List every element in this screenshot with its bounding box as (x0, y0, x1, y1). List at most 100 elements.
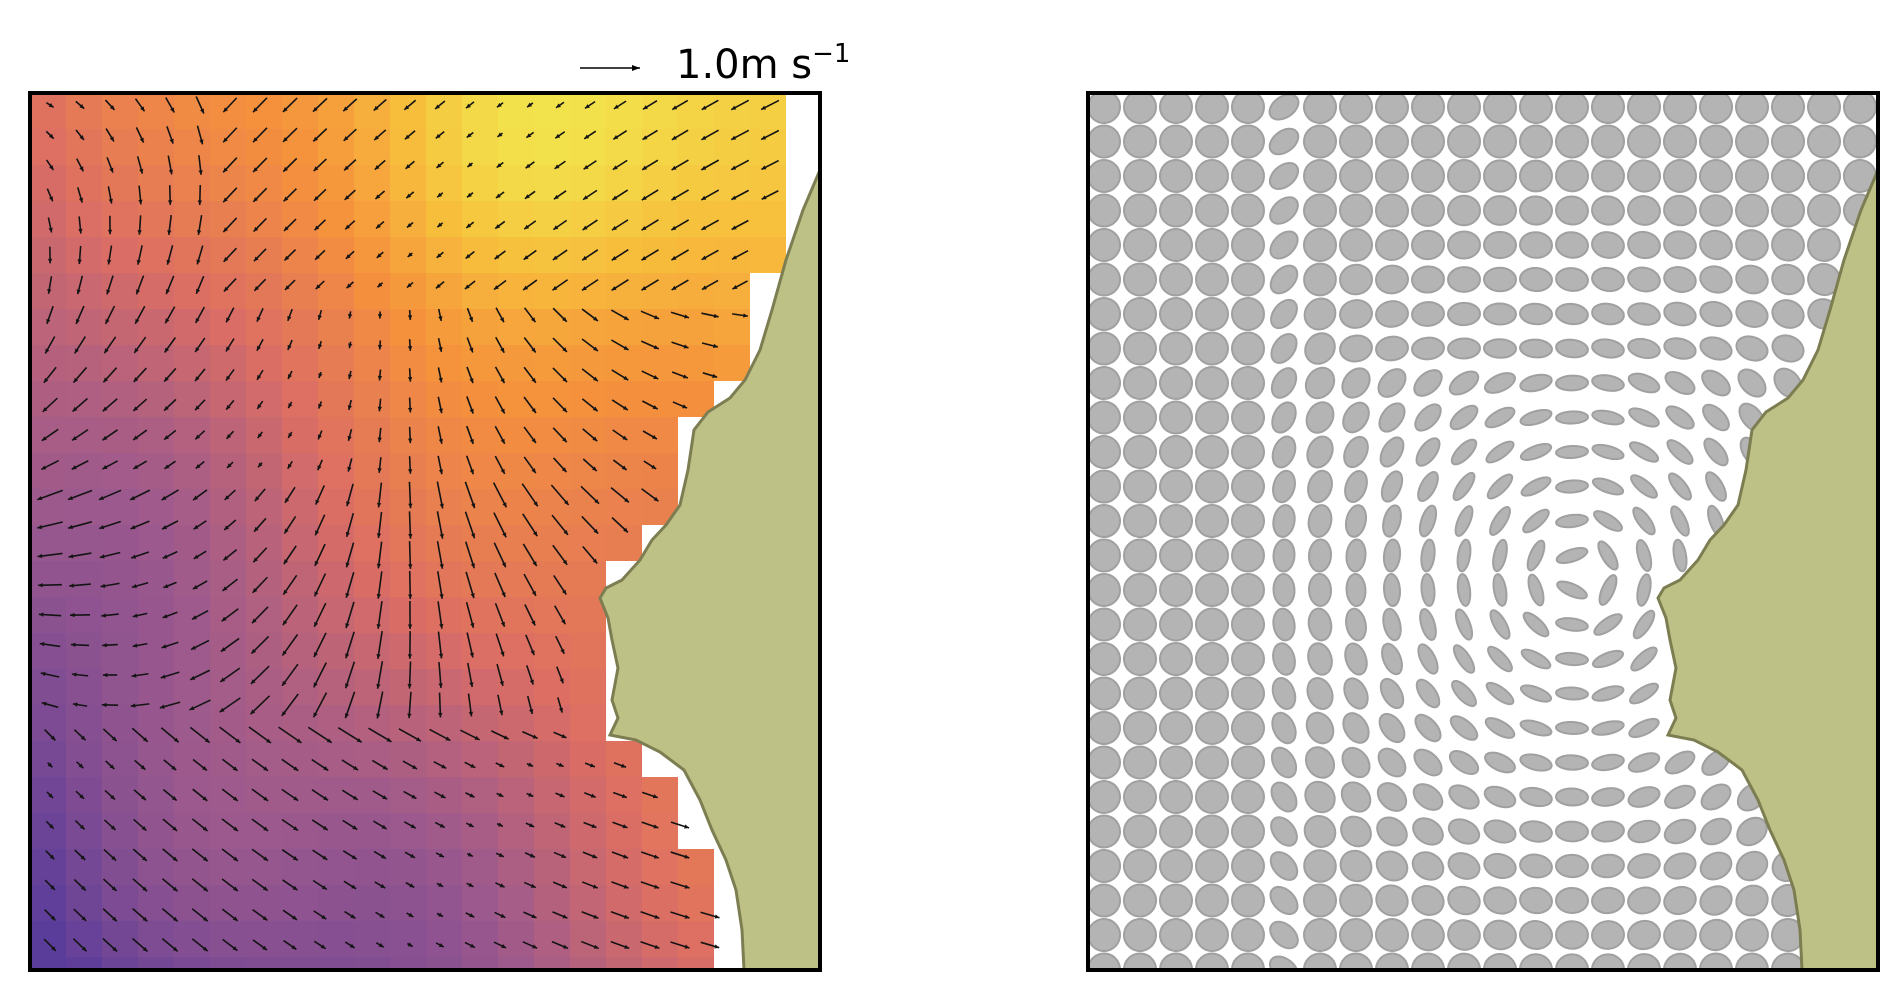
strain-ellipse (1088, 504, 1121, 538)
strain-ellipse (1591, 374, 1625, 392)
heatmap-cell (282, 777, 319, 814)
strain-ellipse (1123, 193, 1157, 228)
strain-ellipse (1303, 815, 1337, 848)
velocity-arrow (313, 910, 327, 920)
strain-ellipse (1123, 573, 1157, 607)
velocity-arrow (343, 128, 357, 142)
strain-ellipse (1195, 642, 1229, 676)
strain-ellipse (1307, 469, 1333, 504)
velocity-arrow (465, 101, 475, 109)
strain-ellipse (1231, 745, 1265, 780)
velocity-arrow (312, 128, 328, 142)
velocity-arrow (192, 580, 208, 590)
strain-ellipse (1452, 471, 1476, 502)
velocity-arrow (582, 458, 598, 472)
strain-ellipse (1088, 711, 1121, 745)
strain-ellipse (1519, 267, 1553, 292)
velocity-arrow (72, 938, 88, 952)
strain-ellipse (1483, 230, 1517, 260)
heatmap-cell (138, 489, 175, 526)
heatmap-cell (570, 705, 607, 742)
velocity-arrow (465, 792, 475, 798)
strain-ellipse (1555, 920, 1589, 950)
velocity-arrow (670, 941, 690, 949)
heatmap-cell (426, 921, 463, 958)
velocity-arrow (641, 370, 659, 380)
velocity-arrow (554, 605, 566, 625)
velocity-arrow (132, 642, 148, 648)
heatmap-cell (102, 813, 139, 850)
velocity-arrow (283, 248, 297, 262)
velocity-arrow (198, 155, 203, 175)
velocity-arrow (377, 427, 382, 443)
heatmap-cell (570, 597, 607, 634)
velocity-arrow (104, 789, 116, 801)
heatmap-cell (462, 525, 499, 562)
heatmap-cell (30, 849, 67, 886)
mask-cell (786, 93, 820, 129)
strain-ellipse (1195, 711, 1229, 745)
velocity-arrow (167, 215, 173, 235)
velocity-arrow (68, 552, 92, 559)
velocity-arrow (438, 692, 443, 718)
heatmap-cell (750, 237, 787, 274)
velocity-arrow (287, 460, 293, 470)
heatmap-cell (534, 417, 571, 454)
strain-ellipse (1269, 196, 1299, 225)
heatmap-cell (30, 525, 67, 562)
heatmap-cell (246, 345, 283, 382)
strain-ellipse (1519, 338, 1553, 359)
strain-ellipse (1771, 193, 1805, 228)
strain-ellipse (1629, 682, 1659, 705)
strain-ellipse (1379, 677, 1405, 710)
heatmap-cell (498, 777, 535, 814)
velocity-arrow (582, 851, 598, 859)
velocity-arrow (731, 219, 749, 231)
heatmap-cell (462, 885, 499, 922)
velocity-arrow (281, 849, 299, 861)
strain-ellipse (1272, 607, 1296, 642)
strain-ellipses (1088, 93, 1877, 970)
velocity-arrow (67, 489, 93, 501)
heatmap-cell (498, 741, 535, 778)
strain-ellipse (1663, 885, 1697, 916)
velocity-arrow (611, 399, 629, 411)
strain-ellipse (1447, 885, 1481, 916)
heatmap-cell (66, 309, 103, 346)
strain-ellipse (1272, 573, 1296, 607)
velocity-arrow (523, 220, 537, 230)
velocity-arrow (317, 401, 323, 409)
velocity-arrow (39, 642, 61, 648)
velocity-arrow (106, 157, 114, 173)
strain-ellipse (1591, 787, 1625, 807)
heatmap-cell (354, 885, 391, 922)
strain-ellipse (1339, 849, 1373, 883)
strain-ellipse (1555, 93, 1589, 124)
strain-ellipse (1591, 649, 1625, 669)
heatmap-cell (354, 129, 391, 166)
strain-ellipse (1483, 819, 1517, 844)
strain-ellipse (1195, 469, 1229, 504)
velocity-arrow (522, 279, 538, 291)
heatmap-cell (102, 453, 139, 490)
velocity-arrow (75, 305, 85, 325)
strain-ellipse (1520, 648, 1552, 670)
velocity-arrow (346, 281, 354, 289)
strain-ellipse (1555, 513, 1589, 529)
velocity-arrow (495, 852, 505, 858)
heatmap-cell (642, 777, 679, 814)
velocity-arrow (69, 612, 91, 618)
velocity-arrow (107, 215, 113, 235)
velocity-arrow (75, 100, 85, 110)
velocity-arrow (348, 341, 353, 349)
heatmap-cell (354, 273, 391, 310)
velocity-arrow (522, 513, 538, 537)
strain-ellipse (1159, 780, 1193, 814)
strain-ellipse (1303, 262, 1337, 297)
heatmap-cell (210, 669, 247, 706)
velocity-arrow (525, 665, 535, 685)
velocity-arrow (553, 731, 567, 739)
right-panel-frame (1086, 91, 1880, 972)
heatmap-cell (174, 345, 211, 382)
strain-ellipse (1339, 159, 1373, 193)
